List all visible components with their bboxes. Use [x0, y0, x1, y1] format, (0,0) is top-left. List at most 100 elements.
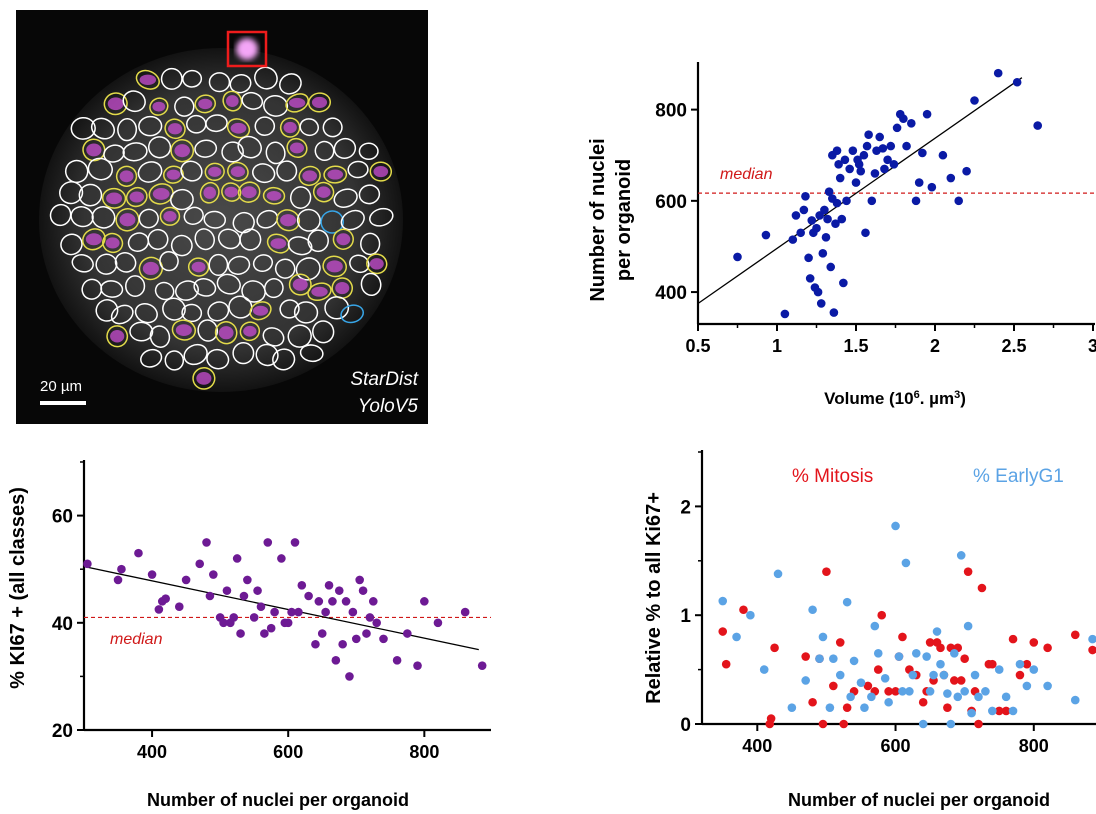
- data-point: [927, 182, 937, 192]
- nucleus-outline: [241, 91, 264, 110]
- nucleus-outline: [299, 118, 319, 137]
- nucleus-outline: [307, 229, 329, 253]
- data-point: [801, 676, 810, 685]
- nucleus-outline: [182, 69, 203, 88]
- data-point: [880, 674, 890, 683]
- data-point: [365, 613, 375, 622]
- data-point: [1070, 695, 1080, 705]
- data-point: [345, 672, 354, 681]
- data-point: [277, 554, 286, 563]
- x-tick-label: 400: [742, 736, 772, 756]
- data-point: [815, 654, 824, 664]
- data-point: [341, 597, 351, 606]
- nucleus-outline: [340, 304, 365, 324]
- data-point: [328, 597, 337, 606]
- data-point: [823, 214, 832, 224]
- nucleus-outline: [193, 278, 217, 297]
- data-point: [358, 586, 368, 595]
- ki67-stain: [226, 95, 239, 108]
- data-point: [813, 287, 823, 297]
- data-point: [1015, 670, 1025, 680]
- ki67-stain: [198, 98, 213, 110]
- data-point: [351, 634, 361, 644]
- x-tick-label: 2: [930, 336, 940, 356]
- data-point: [970, 96, 979, 105]
- ki67-stain: [369, 258, 384, 270]
- nucleus-outline: [252, 254, 274, 273]
- ki67-stain: [119, 213, 136, 227]
- ki67-stain: [106, 192, 123, 205]
- nucleus-outline: [366, 253, 388, 275]
- data-point: [974, 692, 983, 702]
- data-point: [799, 205, 809, 215]
- chart1-ylabel-line1: Number of nuclei: [587, 138, 609, 301]
- data-point: [949, 648, 959, 658]
- nucleus-outline: [239, 321, 261, 342]
- regression-line: [83, 565, 479, 651]
- nucleus-outline: [140, 348, 163, 368]
- data-point: [848, 146, 858, 155]
- nucleus-outline: [237, 135, 262, 159]
- data-point: [759, 665, 769, 674]
- data-point: [854, 160, 864, 169]
- ki67-stain: [119, 170, 134, 183]
- nucleus-outline: [279, 299, 300, 319]
- nucleus-outline: [154, 281, 175, 301]
- nucleus-outline: [217, 228, 241, 250]
- data-point: [780, 309, 790, 319]
- chart1-median-label: median: [720, 166, 773, 183]
- data-point: [839, 278, 848, 288]
- ki67-stain: [163, 211, 177, 222]
- chart1-xlabel: Volume (106. µm3): [824, 389, 966, 408]
- data-point: [870, 621, 880, 631]
- data-point: [1043, 643, 1052, 653]
- data-point: [460, 607, 470, 617]
- data-point: [988, 659, 997, 669]
- nucleus-outline: [207, 301, 230, 322]
- data-point: [818, 632, 828, 642]
- data-point: [891, 521, 900, 531]
- nucleus-outline: [78, 183, 103, 207]
- data-point: [161, 594, 170, 603]
- method-label-yolov5: YoloV5: [358, 396, 419, 417]
- ki67-stain: [203, 186, 217, 199]
- data-point: [818, 719, 828, 729]
- nucleus-outline: [81, 278, 103, 300]
- data-point: [884, 697, 893, 707]
- data-point: [287, 607, 296, 617]
- nucleus-outline: [183, 343, 208, 366]
- nucleus-outline: [102, 232, 124, 254]
- x-tick-label: 800: [1019, 736, 1049, 756]
- nucleus-outline: [227, 255, 251, 275]
- ki67-stain: [316, 186, 331, 198]
- nucleus-outline: [299, 344, 324, 363]
- data-point: [290, 538, 300, 547]
- data-point: [83, 559, 92, 569]
- data-point: [859, 150, 869, 160]
- nucleus-outline: [323, 165, 348, 184]
- nucleus-outline: [199, 181, 220, 204]
- data-point: [773, 569, 783, 579]
- nucleus-outline: [333, 137, 357, 160]
- ki67-stain: [208, 166, 222, 177]
- nucleus-outline: [252, 163, 276, 184]
- ki67-stain: [266, 190, 282, 201]
- ki67-stain: [167, 123, 183, 135]
- nucleus-outline: [87, 157, 113, 181]
- data-point: [863, 681, 873, 691]
- nucleus-outline: [122, 90, 146, 113]
- data-point: [195, 559, 205, 569]
- data-point: [832, 198, 842, 208]
- data-point: [746, 610, 755, 620]
- nucleus-outline: [60, 233, 83, 256]
- chart3-legend-mitosis: % Mitosis: [792, 466, 873, 487]
- method-label-stardist: StarDist: [350, 369, 418, 390]
- nucleus-outline: [71, 254, 94, 273]
- y-tick-label: 800: [655, 101, 687, 122]
- nucleus-outline: [222, 90, 243, 112]
- nucleus-outline: [163, 165, 184, 184]
- data-point: [877, 610, 887, 620]
- data-point: [253, 586, 262, 595]
- ki67-stain: [335, 282, 350, 295]
- data-point: [938, 150, 948, 160]
